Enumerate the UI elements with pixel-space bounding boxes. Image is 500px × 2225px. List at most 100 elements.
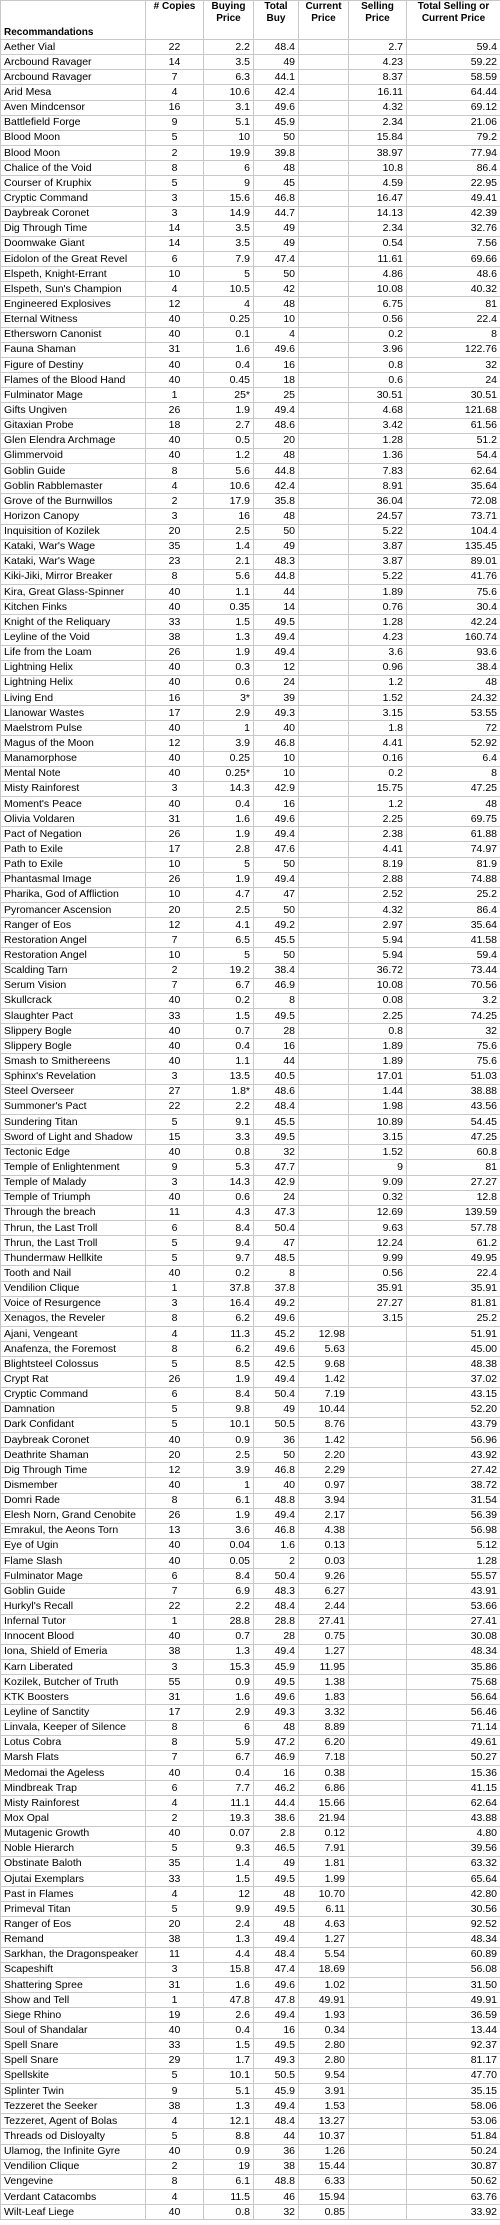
card-name: Glimmervoid — [0, 447, 146, 464]
table-row: Life from the Loam 26 1.9 49.4 3.6 93.6 — [0, 644, 500, 661]
value-cell: 9.68 — [298, 1356, 349, 1373]
value-cell: 50.4 — [253, 1568, 299, 1585]
value-cell: 2.6 — [203, 2007, 254, 2024]
value-cell: 36.04 — [348, 493, 407, 510]
value-cell: 0.56 — [348, 1265, 407, 1282]
value-cell: 61.2 — [406, 1235, 500, 1252]
empty-cell — [298, 250, 349, 268]
value-cell: 11 — [145, 1204, 204, 1221]
value-cell: 48 — [253, 1719, 299, 1736]
value-cell: 1.3 — [203, 2098, 254, 2115]
card-name: Tezzeret the Seeker — [0, 2098, 146, 2115]
value-cell: 8.5 — [203, 1356, 254, 1373]
value-cell: 25 — [253, 387, 299, 404]
value-cell: 10.08 — [348, 977, 407, 994]
value-cell: 48.6 — [406, 266, 500, 283]
value-cell: 46.5 — [253, 1840, 299, 1857]
empty-cell — [298, 553, 349, 570]
value-cell: 0.54 — [348, 235, 407, 252]
card-name: Thundermaw Hellkite — [0, 1250, 146, 1267]
card-name: Olivia Voldaren — [0, 811, 146, 828]
empty-cell — [348, 1734, 407, 1751]
card-name: Llanowar Wastes — [0, 705, 146, 722]
value-cell: 10.5 — [203, 281, 254, 298]
value-cell: 11.5 — [203, 2188, 254, 2206]
table-row: Ranger of Eos 12 4.1 49.2 2.97 35.64 — [0, 917, 500, 934]
table-row: Blood Moon 5 10 50 15.84 79.2 — [0, 129, 500, 146]
value-cell: 75.68 — [406, 1674, 500, 1691]
value-cell: 48 — [406, 796, 500, 813]
value-cell: 30.4 — [406, 599, 500, 616]
value-cell: 48.4 — [253, 1098, 299, 1115]
value-cell: 7.18 — [298, 1749, 349, 1767]
value-cell: 4 — [145, 1325, 204, 1343]
value-cell: 15.3 — [203, 1659, 254, 1676]
value-cell: 3.1 — [203, 99, 254, 116]
value-cell: 50.5 — [253, 2067, 299, 2084]
card-name: Gitaxian Probe — [0, 417, 146, 434]
table-row: Wilt-Leaf Liege 40 0.8 32 0.85 33.92 — [0, 2204, 500, 2221]
card-name: Doomwake Giant — [0, 235, 146, 252]
value-cell: 6.3 — [203, 69, 254, 86]
value-cell: 9 — [145, 2082, 204, 2100]
value-cell: 2 — [145, 2158, 204, 2175]
value-cell: 1.9 — [203, 1507, 254, 1524]
value-cell: 6.33 — [298, 2173, 349, 2190]
value-cell: 40 — [145, 1431, 204, 1449]
value-cell: 21.06 — [406, 114, 500, 131]
value-cell: 4.32 — [348, 902, 407, 919]
value-cell: 0.25 — [203, 750, 254, 767]
value-cell: 1.27 — [298, 1931, 349, 1948]
value-cell: 56.08 — [406, 1961, 500, 1979]
value-cell: 24 — [406, 372, 500, 389]
value-cell: 3.87 — [348, 553, 407, 570]
value-cell: 6.5 — [203, 932, 254, 949]
value-cell: 5.63 — [298, 1341, 349, 1358]
value-cell: 40 — [145, 674, 204, 692]
empty-cell — [298, 538, 349, 555]
card-name: Pyromancer Ascension — [0, 902, 146, 919]
value-cell: 49.5 — [253, 1007, 299, 1025]
card-name: Through the breach — [0, 1204, 146, 1221]
value-cell: 22 — [145, 38, 204, 56]
value-cell: 8 — [145, 568, 204, 586]
card-name: Steel Overseer — [0, 1083, 146, 1100]
card-name: Ranger of Eos — [0, 917, 146, 934]
empty-cell — [348, 1492, 407, 1509]
value-cell: 16 — [145, 99, 204, 116]
value-cell: 122.76 — [406, 341, 500, 358]
table-row: Serum Vision 7 6.7 46.9 10.08 70.56 — [0, 977, 500, 994]
value-cell: 74.25 — [406, 1007, 500, 1025]
card-name: Cryptic Command — [0, 190, 146, 207]
value-cell: 49.5 — [253, 614, 299, 631]
value-cell: 4 — [253, 326, 299, 343]
value-cell: 26 — [145, 1507, 204, 1524]
empty-cell — [298, 629, 349, 646]
table-row: Elspeth, Sun's Champion 4 10.5 42 10.08 40.32 — [0, 281, 500, 298]
card-name: Tectonic Edge — [0, 1144, 146, 1161]
table-row: Mox Opal 2 19.3 38.6 21.94 43.88 — [0, 1810, 500, 1827]
value-cell: 40 — [145, 1477, 204, 1494]
value-cell: 4.68 — [348, 402, 407, 419]
value-cell: 1 — [203, 1477, 254, 1494]
card-name: Misty Rainforest — [0, 1795, 146, 1812]
empty-cell — [348, 2113, 407, 2130]
value-cell: 2.2 — [203, 1598, 254, 1615]
value-cell: 6.4 — [406, 750, 500, 767]
card-name: Arcbound Ravager — [0, 69, 146, 86]
value-cell: 5 — [203, 266, 254, 283]
table-row: Show and Tell 1 47.8 47.8 49.91 49.91 — [0, 1992, 500, 2009]
value-cell: 3 — [145, 508, 204, 525]
value-cell: 17.01 — [348, 1068, 407, 1085]
card-name: Slippery Bogle — [0, 1038, 146, 1055]
table-row: Leyline of Sanctity 17 2.9 49.3 3.32 56.46 — [0, 1704, 500, 1721]
card-name: Misty Rainforest — [0, 780, 146, 798]
empty-cell — [348, 2204, 407, 2221]
value-cell: 40 — [145, 326, 204, 343]
value-cell: 40 — [145, 584, 204, 601]
value-cell: 31 — [145, 1689, 204, 1706]
value-cell: 40 — [145, 750, 204, 767]
card-name: Temple of Enlightenment — [0, 1159, 146, 1176]
empty-cell — [298, 205, 349, 222]
